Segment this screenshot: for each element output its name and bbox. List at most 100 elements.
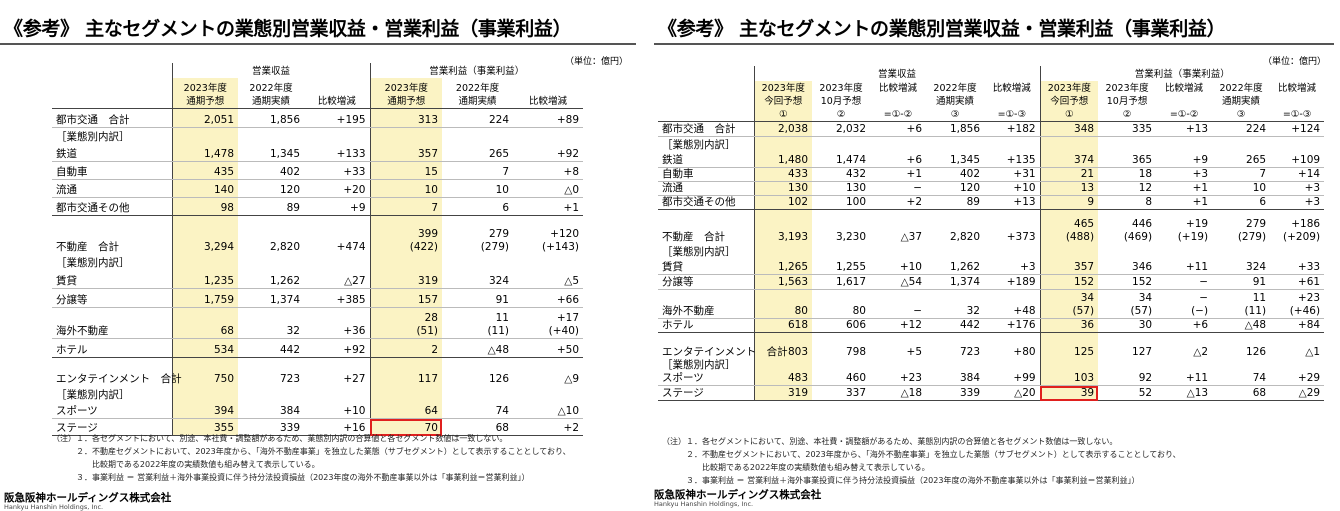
table-cell: 803 (753, 332, 812, 359)
table-cell: 465 (488) (1039, 209, 1099, 244)
row-label: エンタテインメント 合計 (662, 346, 788, 358)
table-cell: 1,474 (812, 152, 870, 168)
table-row: 流通 130 130−120 +10 13 12 +1 10 +3 (658, 181, 1325, 196)
table-cell: 319 (753, 385, 812, 401)
row-label: 賃貸 (658, 259, 754, 275)
table-cell: +33 (1270, 259, 1325, 275)
title-rule (0, 43, 636, 45)
table-row: 分譲等 1,759 1,374 +385 157 91 +66 (52, 288, 584, 308)
table-cell (304, 254, 370, 270)
table-cell: 1,235 (171, 270, 238, 289)
table-cell: 618 (753, 318, 812, 333)
table-row: 流通 140 120 +20 10 10 △0 (52, 179, 584, 198)
table-row: エンタテインメント 合計 750 723 +27 117 126 △9 (52, 357, 583, 386)
table-cell: +61 (1270, 274, 1325, 290)
table-cell: 1,856 (926, 121, 984, 137)
table-cell: +373 (1006, 231, 1036, 243)
table-row: ［業態別内訳］ (658, 136, 1324, 153)
row-label: 自動車 (52, 161, 172, 180)
table-row: 都市交通 合計 2,051 1,856 +195 313 224 +89 (52, 108, 584, 128)
table-cell: +6 (1156, 318, 1213, 333)
table-cell: 460 (812, 372, 870, 386)
table-cell: 80 (753, 289, 812, 319)
table-cell: 89 (238, 197, 304, 216)
table-row: ［業態別内訳］ (658, 244, 1324, 259)
column-header: 2023年度 通期予想 (171, 78, 238, 109)
table-cell: 9 (1039, 195, 1099, 210)
table-cell: 102 (753, 195, 812, 210)
table-cell (984, 244, 1040, 259)
table-cell: 798 (845, 346, 866, 358)
table-row: 海外不動産 68 32 +36 28 (51) 11 (11) +17 (+40) (52, 307, 584, 339)
table-cell: − (1156, 274, 1213, 290)
footnote-line: ２．不動産セグメントにおいて、2023年度から、「海外不動産事業」を独立した業態… (52, 447, 571, 456)
table-cell (1098, 244, 1156, 259)
unit-label: （単位：億円） (1262, 57, 1326, 67)
table-cell (1039, 359, 1099, 372)
table-cell: 313 (369, 108, 442, 128)
table-cell: 1,262 (926, 259, 984, 275)
table-cell: +1 (1156, 181, 1213, 196)
table-cell: 1,262 (238, 270, 304, 289)
table-cell: +189 (984, 274, 1041, 290)
table-cell (812, 359, 870, 372)
table-cell (1270, 359, 1324, 372)
table-cell: 117 (369, 357, 442, 386)
column-header: 2022年度 通期実績 (238, 78, 304, 109)
table-cell: 130 (812, 181, 870, 196)
table-cell: 1,345 (238, 144, 304, 162)
table-cell: 74 (1212, 372, 1271, 386)
table-cell (1098, 137, 1156, 153)
table-cell: 442 (238, 338, 304, 358)
company-name-en: Hankyu Hanshin Holdings, Inc. (654, 500, 754, 508)
company-name: 阪急阪神ホールディングス株式会社 (654, 489, 822, 501)
footnote-line: 比較期である2022年度の実績数値も組み替えて表示している。 (52, 460, 320, 469)
table-cell: +135 (984, 152, 1041, 168)
table-row: スポーツ 483 460 +23 384 +99 103 92 +11 74 +29 (658, 372, 1325, 386)
table-cell: 1,480 (753, 152, 812, 168)
table-cell: 7 (1212, 167, 1271, 182)
table-cell: △9 (564, 373, 580, 385)
company-name: 阪急阪神ホールディングス株式会社 (4, 492, 172, 504)
table-cell: 346 (1098, 259, 1157, 275)
row-label: 分譲等 (658, 274, 754, 290)
table-cell: 2,038 (753, 121, 812, 137)
row-label: 都市交通 合計 (658, 121, 754, 137)
table-cell: 3,294 (171, 215, 238, 254)
table-cell: 80 (812, 289, 870, 319)
row-label: 都市交通 合計 (52, 108, 172, 128)
table-cell: 6 (442, 197, 513, 216)
table-cell: 442 (926, 318, 984, 333)
table-row: 都市交通その他 98 89 +9 7 6 +1 (52, 197, 584, 216)
table-cell: +195 (304, 108, 370, 128)
table-cell: − (870, 289, 926, 319)
group-header-revenue: 営業収益 (171, 63, 370, 78)
table-cell: 357 (1039, 259, 1099, 275)
column-header: 2023年度 通期予想 (369, 78, 442, 109)
table-cell: +9 (304, 197, 370, 216)
table-cell: 140 (171, 179, 238, 198)
table-cell: 750 (171, 357, 238, 386)
table-cell: 1,265 (753, 259, 812, 275)
table-cell (1212, 137, 1270, 153)
table-cell: +14 (1270, 167, 1325, 182)
table-cell: 335 (1098, 121, 1157, 137)
table-cell (171, 254, 238, 270)
footnote-line: ２．不動産セグメントにおいて、2023年度から、「海外不動産事業」を独立した業態… (662, 450, 1181, 459)
table-cell: 324 (1212, 259, 1271, 275)
footnote-line: ３．事業利益 ＝ 営業利益＋海外事業投資に伴う持分法投資損益（2023年度の海外… (662, 476, 1140, 485)
table-cell: 70 (369, 418, 442, 436)
table-cell: 1,617 (812, 274, 870, 290)
table-cell: 399 (422) (369, 215, 442, 254)
table-cell: +385 (304, 288, 370, 308)
row-label: 都市交通その他 (52, 197, 172, 216)
table-cell: △18 (870, 385, 926, 401)
column-header: 2022年度 通期実績 ③ (1212, 81, 1271, 122)
table-cell: − (870, 181, 926, 196)
table-cell (1270, 137, 1324, 153)
table-cell: 224 (442, 108, 513, 128)
table-cell: +29 (1270, 372, 1325, 386)
table-cell: 1,759 (171, 288, 238, 308)
table-cell (442, 386, 513, 402)
table-cell: 384 (926, 372, 984, 386)
